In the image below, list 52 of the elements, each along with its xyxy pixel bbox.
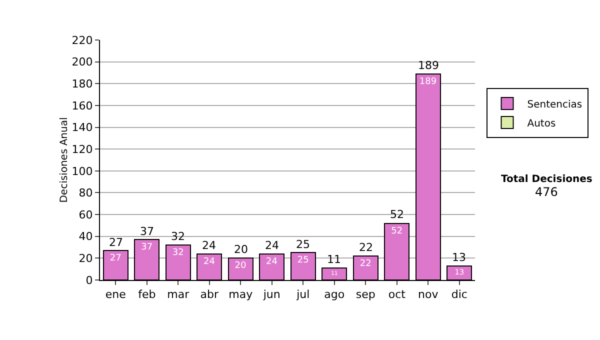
x-tick-label: feb: [138, 288, 156, 302]
total-label: 25: [296, 238, 310, 251]
legend-label: Autos: [527, 118, 556, 130]
x-tick-label: sep: [356, 288, 376, 302]
y-tick-label: 60: [78, 208, 93, 222]
total-label: 37: [140, 225, 154, 238]
text: Total Decisiones: [501, 174, 592, 185]
data-label: 27: [110, 254, 122, 264]
total-label: 52: [390, 208, 404, 221]
x-tick-label: ago: [324, 288, 345, 302]
total-label: 27: [109, 236, 123, 249]
x-tick-label: jul: [296, 288, 310, 302]
data-label: 20: [234, 261, 246, 272]
legend-label: Sentencias: [527, 99, 582, 110]
data-label: 13: [454, 268, 464, 277]
y-tick-label: 220: [72, 34, 93, 47]
data-label: 24: [204, 256, 216, 267]
y-tick-label: 160: [72, 99, 93, 112]
y-tick-label: 140: [72, 121, 93, 134]
y-tick-label: 0: [86, 274, 93, 287]
data-label: 22: [360, 259, 372, 269]
y-tick-label: 120: [72, 142, 93, 156]
x-tick-label: ene: [105, 288, 126, 302]
total-label: 189: [418, 59, 439, 72]
y-tick-label: 20: [78, 252, 93, 266]
x-tick-label: oct: [388, 288, 406, 302]
data-label: 189: [419, 76, 437, 87]
x-tick-label: mar: [167, 288, 190, 302]
x-tick-label: nov: [418, 288, 439, 302]
data-label: 24: [266, 256, 278, 267]
total-label: 22: [359, 241, 373, 254]
total-label: 13: [452, 251, 466, 264]
y-tick-label: 100: [72, 164, 93, 178]
total-label: 20: [234, 243, 248, 256]
y-axis-title: Decisiones Anual: [58, 117, 70, 203]
data-label: 37: [141, 242, 153, 253]
y-tick-label: 80: [78, 186, 93, 200]
x-tick-label: jun: [262, 288, 280, 302]
text: 476: [535, 185, 558, 199]
x-tick-label: abr: [200, 288, 219, 302]
data-label: 25: [297, 256, 309, 266]
x-tick-label: dic: [451, 288, 468, 302]
total-label: 11: [327, 253, 341, 266]
y-tick-label: 180: [72, 77, 93, 90]
y-tick-label: 40: [78, 230, 93, 244]
data-label: 52: [391, 226, 403, 236]
total-label: 24: [265, 239, 279, 252]
total-label: 32: [171, 230, 185, 243]
data-label: 32: [172, 248, 184, 258]
y-tick-label: 200: [72, 56, 93, 69]
x-tick-label: may: [228, 288, 254, 302]
total-label: 24: [202, 239, 216, 252]
